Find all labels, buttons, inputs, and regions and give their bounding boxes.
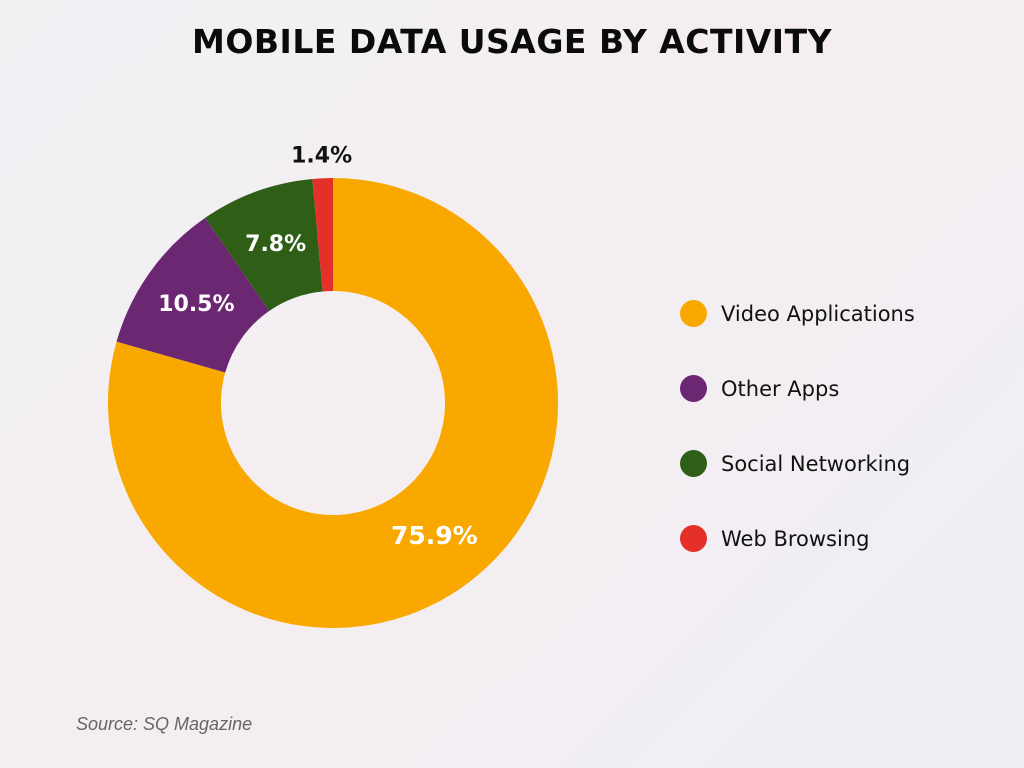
legend-swatch-icon <box>680 300 707 327</box>
data-label-other-apps: 10.5% <box>158 292 234 317</box>
legend-swatch-icon <box>680 375 707 402</box>
legend-item-video-applications: Video Applications <box>680 276 915 351</box>
data-label-social-networking: 7.8% <box>245 232 306 257</box>
data-label-web-browsing: 1.4% <box>291 143 352 168</box>
legend-item-web-browsing: Web Browsing <box>680 501 915 576</box>
data-label-video-applications: 75.9% <box>391 521 478 550</box>
legend-swatch-icon <box>680 525 707 552</box>
legend-swatch-icon <box>680 450 707 477</box>
donut-slice-video-applications <box>108 178 559 629</box>
donut-slice-other-apps <box>116 217 270 373</box>
donut-slice-social-networking <box>205 178 323 311</box>
legend-item-other-apps: Other Apps <box>680 351 915 426</box>
donut-slice-web-browsing <box>312 178 333 292</box>
legend-item-social-networking: Social Networking <box>680 426 915 501</box>
chart-title: MOBILE DATA USAGE BY ACTIVITY <box>192 22 832 61</box>
legend: Video Applications Other Apps Social Net… <box>680 276 915 576</box>
source-note: Source: SQ Magazine <box>76 714 253 734</box>
